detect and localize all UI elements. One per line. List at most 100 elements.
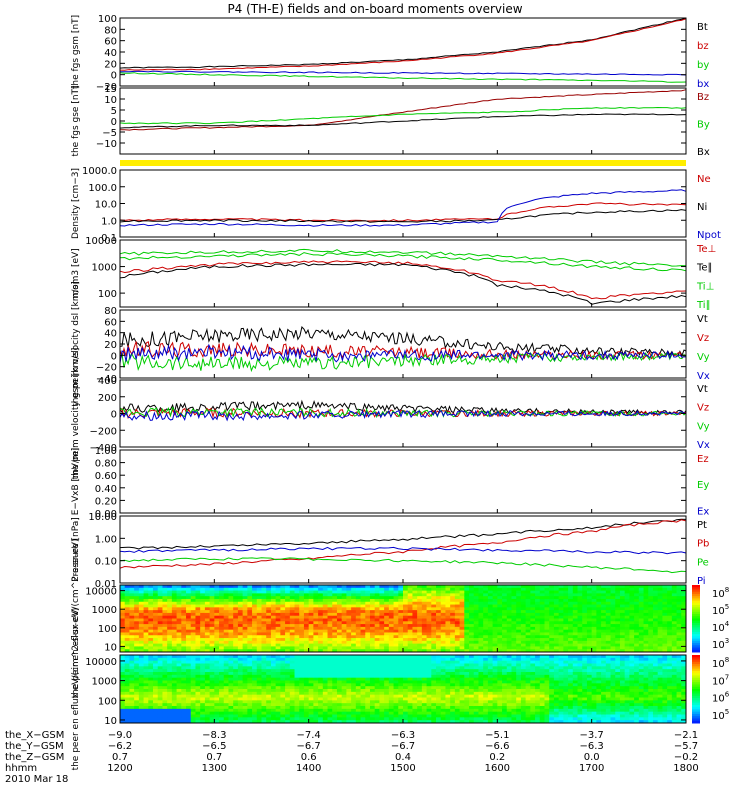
series-line-0-1 [119, 18, 687, 71]
xaxis-value-2-2: 0.6 [301, 752, 317, 763]
xaxis-row-label-0: the_X−GSM [5, 730, 64, 741]
legend-2-2: Npot [697, 230, 721, 241]
series-line-4-0 [119, 325, 687, 357]
xaxis-value-2-0: 0.7 [112, 752, 128, 763]
panel-7: Pt Pb Pe Pi 0.01 0.10 1.00 10.00 Pressure [nPa] [71, 512, 709, 590]
ytick-label-3-1: 1000 [92, 263, 117, 274]
series-line-1-2 [119, 113, 687, 129]
ytick-label-7-3: 10.00 [88, 512, 117, 523]
xaxis-value-3-0: 1200 [107, 763, 132, 774]
ylabel-5: the peim velocity gsm [km/s] [71, 348, 81, 480]
ytick-label-1-1: −5 [102, 128, 117, 139]
series-line-2-1 [119, 209, 687, 223]
series-line-4-3 [119, 343, 686, 364]
xaxis-value-1-3: −6.7 [391, 741, 415, 752]
series-line-0-3 [120, 70, 687, 76]
legend-4-0: Vt [697, 314, 708, 325]
ytick-label-5-0: −400 [90, 443, 117, 454]
legend-6-0: Ez [697, 454, 709, 465]
legend-5-3: Vx [697, 440, 710, 451]
ylabel-2: Density [cm−3] [71, 168, 81, 239]
xaxis-value-1-2: −6.7 [297, 741, 321, 752]
legend-1-0: Bz [697, 92, 709, 103]
ytick-label-2-1: 1.0 [101, 216, 117, 227]
ytick-label-6-5: 1.00 [95, 446, 117, 457]
legend-1-1: By [697, 120, 710, 131]
series-group-0 [119, 17, 687, 83]
series-line-1-0 [119, 89, 687, 131]
ytick-label-2-0: 0.1 [101, 233, 117, 244]
ytick-label-0-5: 80 [104, 25, 117, 36]
xaxis-value-3-5: 1700 [579, 763, 604, 774]
ylabel-3: mom3 [eV] [71, 248, 81, 298]
series-line-5-0 [119, 399, 687, 415]
ytick-label-5-3: 200 [98, 393, 117, 404]
ytick-label-1-5: 15 [104, 84, 117, 95]
ytick-label-8-0: 10 [104, 642, 117, 653]
spectrogram-8 [120, 585, 687, 653]
colorbar-8: 108 105 104 103 [692, 585, 730, 653]
ylabel-4: the peim velocity dsl [km/s] [71, 281, 81, 407]
ytick-label-9-0: 10 [104, 716, 117, 727]
ytick-label-7-0: 0.01 [95, 579, 117, 590]
ytick-label-5-1: −200 [90, 426, 117, 437]
ytick-label-0-6: 100 [98, 14, 117, 25]
ylabel-8: the peir en eflux eV/(cm^2-s-sr-eV) [71, 539, 81, 699]
x-axis-table: the_X−GSM −9.0 −8.3 −7.4 −6.3 −5.1 −3.7 −2.1 the… [5, 730, 699, 785]
ytick-label-1-3: 5 [111, 106, 117, 117]
series-group-7 [119, 518, 687, 574]
series-group-1 [119, 89, 687, 131]
series-line-3-3 [119, 252, 687, 272]
xaxis-value-0-4: −5.1 [485, 730, 509, 741]
xaxis-value-1-5: −6.3 [580, 741, 604, 752]
figure-title: P4 (TH-E) fields and on-board moments ov… [227, 2, 522, 16]
ylabel-9: the peer en eflux eV/(cm^2-s-sr-eV) [71, 608, 81, 771]
colorbar-label-9-2: 106 [712, 691, 730, 705]
spectrogram-9 [120, 655, 687, 724]
ylabel-1: the fgs gse [nT] [71, 85, 81, 156]
ytick-label-2-4: 1000.0 [82, 166, 117, 177]
legend-7-2: Pe [697, 557, 709, 568]
panel-6: Ez Ey Ex 0.00 0.200.40 0.600.80 1.00 E−VxB [mV/… [71, 446, 709, 520]
ytick-label-4-0: −40 [96, 374, 117, 385]
legend-7-3: Pi [697, 576, 706, 587]
ylabel-6: E−VxB [mV/m] [71, 448, 81, 516]
ytick-label-8-3: 10000 [85, 587, 117, 598]
legend-6-2: Ex [697, 506, 709, 517]
series-group-2 [119, 189, 687, 227]
ytick-label-4-5: 60 [104, 317, 117, 328]
legend-7-0: Pt [697, 520, 707, 531]
series-group-4 [119, 325, 687, 373]
legend-0-0: Bt [697, 22, 708, 33]
legend-4-1: Vz [697, 333, 709, 344]
ytick-label-9-3: 10000 [85, 657, 117, 668]
legend-6-1: Ey [697, 480, 709, 491]
data-availability-bar [120, 160, 686, 166]
xaxis-value-3-2: 1400 [296, 763, 321, 774]
ytick-label-7-2: 1.00 [95, 534, 117, 545]
ylabel-7: Pressure [nPa] [71, 517, 81, 582]
series-group-5 [119, 399, 687, 422]
xaxis-value-2-6: −0.2 [674, 752, 698, 763]
panel-3: Te⊥ Te∥ Ti⊥ Ti∥ 100 1000 10000 mom3 [eV] [71, 236, 716, 311]
series-line-1-1 [119, 106, 687, 125]
legend-3-0: Te⊥ [696, 244, 716, 255]
xaxis-row-label-1: the_Y−GSM [5, 741, 64, 752]
xaxis-value-3-3: 1500 [390, 763, 415, 774]
xaxis-value-1-6: −5.7 [674, 741, 698, 752]
ylabel-0: the fgs gsm [nT] [71, 15, 81, 89]
xaxis-value-1-4: −6.6 [485, 741, 509, 752]
ytick-label-0-4: 60 [104, 37, 117, 48]
ytick-label-9-1: 100 [98, 696, 117, 707]
ytick-label-4-6: 80 [104, 306, 117, 317]
ytick-label-8-2: 1000 [92, 605, 117, 616]
xaxis-value-3-6: 1800 [673, 763, 698, 774]
series-line-2-0 [119, 202, 687, 222]
ytick-label-3-0: 100 [98, 289, 117, 300]
series-line-4-2 [119, 350, 687, 373]
